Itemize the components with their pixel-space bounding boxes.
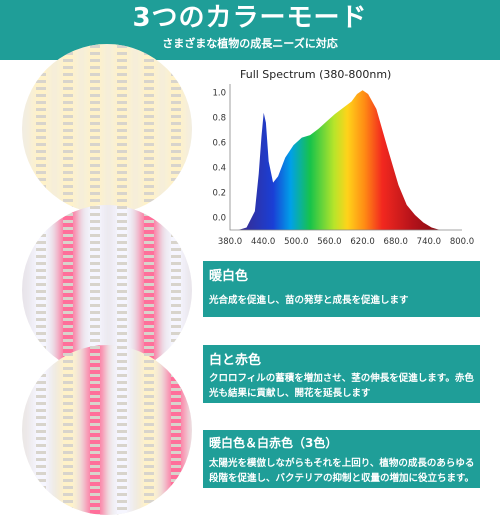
y-tick-label: 0.6 <box>212 139 226 149</box>
x-tick-label: 800.0 <box>450 237 474 247</box>
led-strip <box>63 44 73 214</box>
x-tick-label: 560.0 <box>317 237 341 247</box>
y-tick-label: 0.2 <box>212 189 226 199</box>
mode-description: クロロフィルの蓄積を増加させ、茎の伸長を促進します。赤色光も結果に貢献し、開花を… <box>209 373 474 399</box>
led-strip <box>144 44 154 214</box>
led-strip <box>36 345 46 515</box>
mode-card-warm-white: 暖白色 光合成を促進し、苗の発芽と成長を促進します <box>203 261 480 317</box>
warm-white-led-photo <box>22 44 192 214</box>
x-tick-label: 620.0 <box>350 237 374 247</box>
spectrum-chart: Full Spectrum (380-800nm) 0.0 0.2 0.4 0.6 0.… <box>200 64 490 254</box>
led-strip <box>90 205 100 375</box>
mode-description: 光合成を促進し、苗の発芽と成長を促進します <box>209 295 409 306</box>
led-strip <box>63 345 73 515</box>
led-strip <box>63 205 73 375</box>
chart-title: Full Spectrum (380-800nm) <box>240 68 392 81</box>
y-tick-label: 0.0 <box>212 214 226 224</box>
x-tick-label: 740.0 <box>417 237 441 247</box>
y-tick-label: 1.0 <box>212 89 226 99</box>
mode-card-three-color: 暖白色＆白赤色（3色） 太陽光を模倣しながらもそれを上回り、植物の成長のあらゆる… <box>203 430 480 488</box>
led-strip <box>171 345 181 515</box>
three-color-led-photo <box>22 345 192 515</box>
chart-axes <box>229 84 462 231</box>
page-title: 3つのカラーモード <box>132 3 368 33</box>
x-tick-label: 380.0 <box>218 237 242 247</box>
y-tick-label: 0.8 <box>212 114 226 124</box>
white-red-led-photo <box>22 205 192 375</box>
spectrum-plot: 0.0 0.2 0.4 0.6 0.8 1.0 380.0 440.0 500.0 560.0 62… <box>212 84 474 247</box>
y-tick-label: 0.4 <box>212 164 226 174</box>
x-tick-label: 500.0 <box>284 237 308 247</box>
page-subtitle: さまざまな植物の成長ニーズに対応 <box>162 37 338 50</box>
led-strip <box>144 205 154 375</box>
led-strip <box>90 44 100 214</box>
mode-title: 暖白色 <box>209 269 249 284</box>
led-strip <box>117 205 127 375</box>
led-strip <box>117 44 127 214</box>
mode-description: 太陽光を模倣しながらもそれを上回り、植物の成長のあらゆる段階を促進し、バクテリア… <box>209 458 475 484</box>
led-strip <box>171 44 181 214</box>
spectrum-area <box>238 90 457 230</box>
mode-card-white-red: 白と赤色 クロロフィルの蓄積を増加させ、茎の伸長を促進します。赤色光も結果に貢献… <box>203 345 480 403</box>
x-tick-label: 440.0 <box>251 237 275 247</box>
mode-title: 暖白色＆白赤色（3色） <box>209 436 338 450</box>
led-strip <box>171 205 181 375</box>
mode-title: 白と赤色 <box>209 353 262 368</box>
led-strip <box>36 44 46 214</box>
led-strip <box>117 345 127 515</box>
x-tick-label: 680.0 <box>384 237 408 247</box>
led-strip <box>144 345 154 515</box>
led-strip <box>90 345 100 515</box>
led-strip <box>36 205 46 375</box>
